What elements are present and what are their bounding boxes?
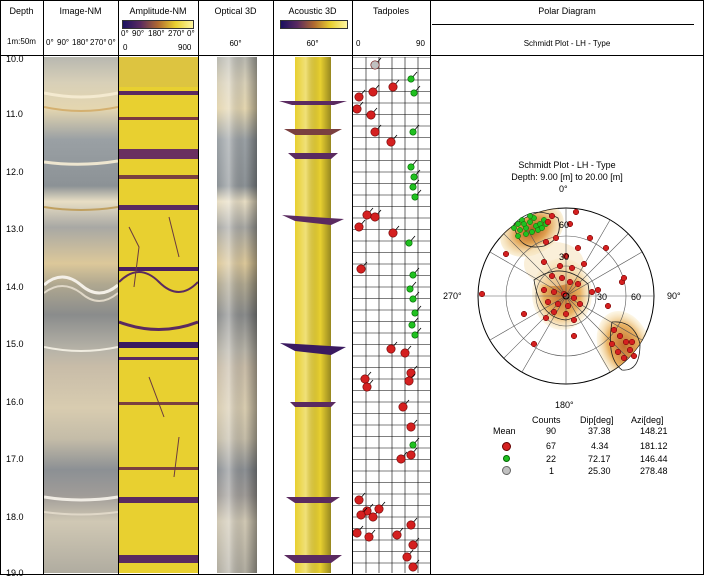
stats-green-azi: 146.44 <box>640 454 668 464</box>
polar-subtitle: Schmidt Plot - LH - Type <box>523 39 611 48</box>
polar-north: 0° <box>559 184 568 194</box>
stats-header-azi: Azi[deg] <box>631 415 664 425</box>
stats-red-counts: 67 <box>546 441 557 451</box>
col-separator <box>352 0 353 575</box>
polar-depth-range: Depth: 9.00 [m] to 20.00 [m] <box>511 172 623 182</box>
polar-diagram-header[interactable]: Polar Diagram <box>538 6 596 16</box>
depth-label: 18.0 <box>6 512 24 522</box>
polar-title: Schmidt Plot - LH - Type <box>518 160 616 170</box>
polar-header-underline <box>432 24 694 25</box>
stats-mean-azi: 148.21 <box>640 426 668 436</box>
schmidt-plot[interactable] <box>474 194 664 400</box>
stats-green-dip: 72.17 <box>588 454 611 464</box>
col-separator <box>198 0 199 575</box>
amplitude-scale-range: 0 900 <box>123 43 192 52</box>
depth-label: 14.0 <box>6 282 24 292</box>
depth-label: 10.0 <box>6 54 24 64</box>
image-nm-header[interactable]: Image-NM <box>59 6 102 16</box>
stats-gray-dip: 25.30 <box>588 466 611 476</box>
stats-red-azi: 181.12 <box>640 441 668 451</box>
amplitude-nm-track[interactable] <box>119 57 198 573</box>
depth-label: 11.0 <box>6 109 23 119</box>
stats-header-dip: Dip[deg] <box>580 415 614 425</box>
polar-east: 90° <box>667 291 681 301</box>
acoustic-3d-header[interactable]: Acoustic 3D <box>288 6 337 16</box>
acoustic-3d-track[interactable] <box>274 57 352 573</box>
optical-3d-track[interactable] <box>199 57 273 573</box>
amplitude-scale-top: 0° 90° 180° 270° 0° <box>121 29 195 38</box>
tadpoles-scale: 0 90 <box>356 39 425 48</box>
tadpoles-header[interactable]: Tadpoles <box>372 6 410 16</box>
polar-west: 270° <box>443 291 462 301</box>
stats-gray-azi: 278.48 <box>640 466 668 476</box>
depth-header: Depth <box>9 6 34 16</box>
amplitude-nm-header[interactable]: Amplitude-NM <box>129 6 187 16</box>
green-set-marker <box>503 455 510 462</box>
stats-red-dip: 4.34 <box>591 441 609 451</box>
gray-set-marker <box>502 466 511 475</box>
image-nm-scale: 0° 90° 180° 270° 0° <box>46 38 116 47</box>
ring-label: 30 <box>597 292 608 302</box>
ring-label: 60 <box>631 292 642 302</box>
stats-gray-counts: 1 <box>549 466 555 476</box>
amplitude-colorbar <box>122 20 194 29</box>
stats-mean-label: Mean <box>493 426 516 436</box>
depth-label: 16.0 <box>6 397 24 407</box>
col-separator <box>273 0 274 575</box>
tadpoles-track[interactable] <box>353 57 430 573</box>
header-divider <box>0 55 704 56</box>
optical-3d-header[interactable]: Optical 3D <box>214 6 257 16</box>
stats-green-counts: 22 <box>546 454 557 464</box>
depth-label: 19.0 <box>6 568 24 578</box>
depth-label: 12.0 <box>6 167 24 177</box>
polar-south: 180° <box>555 400 574 410</box>
col-separator <box>118 0 119 575</box>
acoustic-colorbar <box>280 20 348 29</box>
red-set-marker <box>502 442 511 451</box>
optical-angle: 60° <box>229 39 242 48</box>
image-nm-track[interactable] <box>44 57 118 573</box>
col-separator <box>430 0 431 575</box>
depth-label: 15.0 <box>6 339 24 349</box>
stats-mean-dip: 37.38 <box>588 426 611 436</box>
acoustic-angle: 60° <box>306 39 319 48</box>
ring-label: 60 <box>559 220 570 230</box>
stats-mean-counts: 90 <box>546 426 557 436</box>
scale-label: 1m:50m <box>7 37 36 46</box>
stats-header-counts: Counts <box>532 415 561 425</box>
ring-label: 30 <box>559 252 570 262</box>
depth-label: 17.0 <box>6 454 24 464</box>
depth-label: 13.0 <box>6 224 24 234</box>
col-separator <box>43 0 44 575</box>
